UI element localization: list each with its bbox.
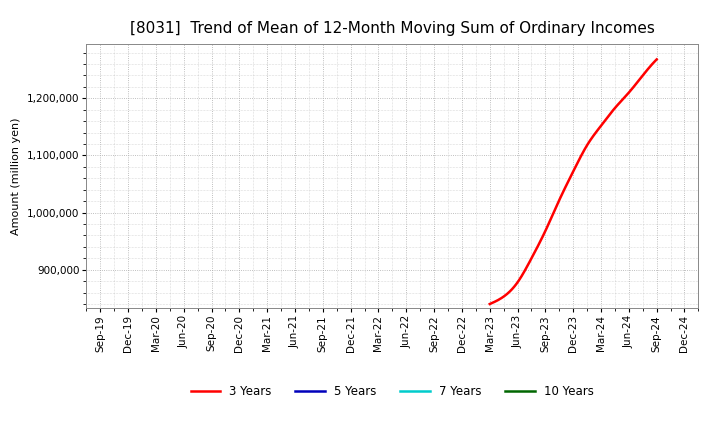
Y-axis label: Amount (million yen): Amount (million yen) (12, 117, 22, 235)
3 Years (584, 140, 593, 146)
3 Years (626, 88, 635, 93)
3 Years (486, 301, 495, 306)
3 Years (652, 57, 661, 62)
3 Years (585, 139, 593, 145)
3 Years (636, 75, 645, 80)
Line: 3 Years: 3 Years (490, 59, 657, 304)
3 Years (485, 301, 494, 307)
Legend: 3 Years, 5 Years, 7 Years, 10 Years: 3 Years, 5 Years, 7 Years, 10 Years (186, 380, 599, 403)
3 Years (588, 135, 596, 140)
Title: [8031]  Trend of Mean of 12-Month Moving Sum of Ordinary Incomes: [8031] Trend of Mean of 12-Month Moving … (130, 21, 654, 36)
